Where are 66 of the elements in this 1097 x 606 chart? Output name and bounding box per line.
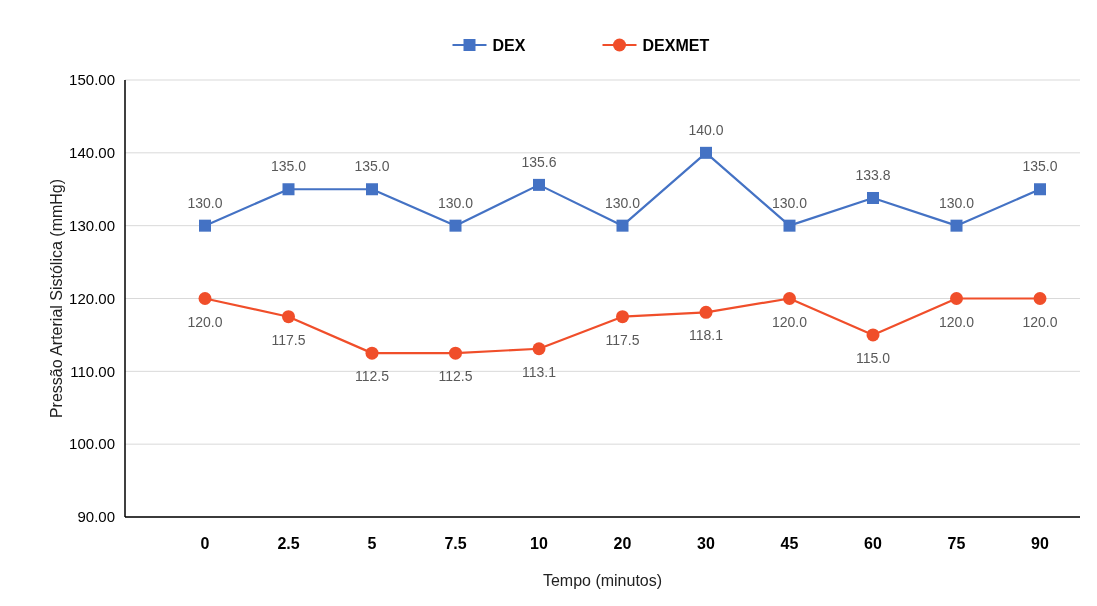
x-tick-label: 20 [613, 535, 632, 552]
data-label: 135.0 [270, 158, 307, 175]
data-label: 130.0 [938, 194, 975, 211]
data-label: 115.0 [856, 349, 891, 366]
point [616, 310, 629, 324]
data-label: 130.0 [187, 194, 223, 211]
data-label: 112.5 [355, 368, 390, 385]
point [616, 219, 629, 232]
legend-label: DEXMET [642, 36, 710, 54]
data-label: 120.0 [1022, 313, 1058, 330]
y-tick-label: 110.00 [70, 362, 115, 380]
x-tick-label: 0 [200, 535, 210, 552]
y-tick-label: 120.00 [69, 289, 115, 307]
point [1034, 183, 1046, 196]
data-label: 130.0 [604, 194, 641, 211]
data-label: 117.5 [605, 331, 640, 348]
data-label: 118.1 [689, 327, 724, 344]
x-tick-label: 10 [530, 535, 548, 552]
x-tick-label: 90 [1031, 535, 1049, 552]
point [282, 310, 295, 324]
data-label: 133.8 [855, 166, 891, 183]
data-label: 117.5 [271, 331, 306, 348]
point [783, 219, 796, 232]
y-axis-title: Pressão Arterial Sistólica (mmHg) [48, 178, 65, 419]
data-label: 112.5 [438, 368, 473, 385]
point [950, 292, 963, 305]
y-tick-label: 100.00 [69, 435, 115, 453]
point [199, 219, 211, 232]
point [783, 292, 796, 305]
data-label: 135.0 [354, 158, 390, 175]
point [1033, 292, 1047, 305]
y-tick-label: 150.00 [69, 71, 115, 89]
point [282, 183, 295, 196]
point [950, 219, 963, 232]
data-label: 120.0 [187, 313, 223, 330]
x-tick-label: 75 [947, 535, 966, 552]
x-tick-label: 2.5 [277, 535, 300, 552]
x-axis-title: Tempo (minutos) [542, 572, 663, 589]
x-tick-label: 7.5 [444, 535, 467, 552]
data-label: 135.6 [521, 153, 557, 170]
point [449, 219, 462, 232]
x-tick-label: 60 [864, 535, 882, 552]
y-tick-label: 140.00 [69, 144, 115, 162]
data-label: 120.0 [938, 313, 975, 330]
data-label: 113.1 [522, 363, 557, 380]
point [700, 146, 712, 159]
x-tick-label: 5 [367, 535, 377, 552]
x-tick-label: 45 [780, 535, 799, 552]
point [866, 328, 880, 342]
legend-label: DEX [492, 36, 526, 54]
point [533, 178, 545, 191]
x-tick-label: 30 [697, 535, 715, 552]
point [449, 346, 462, 360]
y-tick-label: 130.00 [69, 216, 115, 234]
point [366, 183, 378, 196]
data-label: 120.0 [771, 313, 808, 330]
data-label: 130.0 [437, 194, 474, 211]
point [365, 346, 379, 360]
point [198, 292, 212, 305]
data-label: 140.0 [688, 121, 724, 138]
y-tick-label: 90.00 [77, 508, 115, 526]
point [867, 191, 879, 204]
point [699, 305, 713, 319]
data-label: 130.0 [771, 194, 808, 211]
point [532, 342, 546, 356]
data-label: 135.0 [1022, 158, 1058, 175]
